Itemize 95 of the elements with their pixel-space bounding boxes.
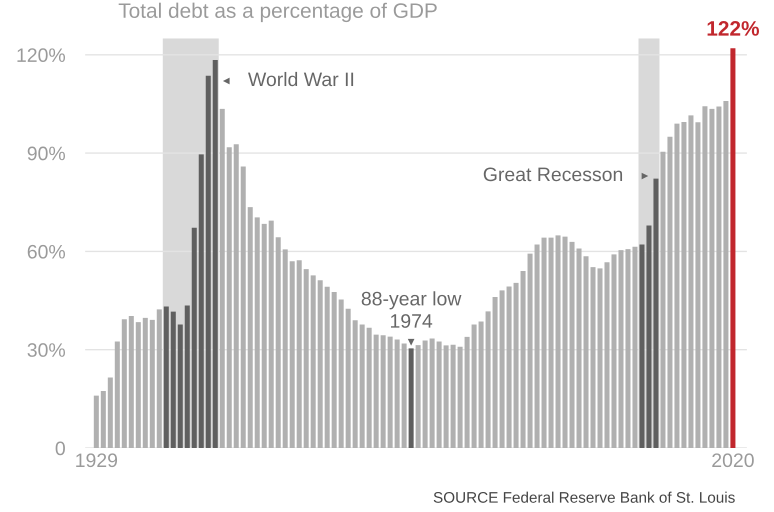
bar xyxy=(464,336,470,448)
y-tick-label: 0 xyxy=(56,441,65,456)
bar xyxy=(408,348,414,448)
bar xyxy=(346,308,351,448)
bar xyxy=(128,316,134,448)
bar xyxy=(394,340,400,448)
bar xyxy=(156,309,162,448)
bar xyxy=(416,345,421,448)
bar xyxy=(142,318,148,448)
bar xyxy=(338,300,344,448)
bar xyxy=(492,296,498,448)
bar xyxy=(520,271,526,448)
bar xyxy=(122,319,127,448)
bar xyxy=(388,336,393,448)
bar xyxy=(534,244,540,448)
x-tick-label: 1929 xyxy=(76,453,118,468)
bar xyxy=(282,249,288,448)
bar xyxy=(114,342,120,448)
bar xyxy=(688,115,694,448)
bar xyxy=(150,320,155,448)
chart-title: Total debt as a percentage of GDP xyxy=(118,2,437,22)
annotation: Great Recesson xyxy=(484,167,622,182)
bar xyxy=(548,238,554,448)
bar xyxy=(436,342,442,448)
bar xyxy=(570,242,575,448)
bar xyxy=(136,322,141,448)
bar xyxy=(360,324,365,448)
annotation: World War II xyxy=(248,72,354,86)
bar xyxy=(611,254,617,448)
source-note: SOURCE Federal Reserve Bank of St. Louis xyxy=(434,492,735,503)
bar xyxy=(402,343,407,448)
bar xyxy=(597,268,603,448)
bar xyxy=(262,224,267,448)
bar xyxy=(324,286,330,448)
annotation: 88-year low 1974 xyxy=(362,291,462,328)
bar xyxy=(472,324,477,448)
bar xyxy=(639,244,644,448)
bar xyxy=(576,248,582,448)
bar xyxy=(310,275,316,448)
bar xyxy=(604,262,610,448)
bar xyxy=(723,100,728,448)
bar xyxy=(366,328,372,448)
bar xyxy=(374,334,379,448)
bar xyxy=(625,249,631,448)
bar xyxy=(667,136,672,448)
bar xyxy=(528,254,533,448)
bar xyxy=(318,280,323,448)
bar xyxy=(430,338,435,448)
bar xyxy=(380,335,386,448)
bar xyxy=(674,124,680,448)
bar xyxy=(422,340,428,448)
bar xyxy=(646,226,652,448)
bar xyxy=(458,346,463,448)
y-tick-label: 120% xyxy=(17,48,66,62)
y-tick-label: 30% xyxy=(28,343,66,357)
bar xyxy=(268,220,274,448)
y-tick-label: 60% xyxy=(28,244,66,259)
bar xyxy=(184,305,190,448)
y-tick-label: 90% xyxy=(28,146,66,160)
bar xyxy=(450,344,456,448)
bar xyxy=(332,292,337,448)
bar xyxy=(108,378,113,448)
bar xyxy=(170,312,176,448)
bar xyxy=(164,306,169,448)
bar xyxy=(709,108,714,448)
bar xyxy=(514,282,519,448)
bar xyxy=(478,322,484,448)
bar xyxy=(500,290,505,448)
bar xyxy=(590,267,596,448)
bar xyxy=(695,122,700,448)
bar xyxy=(632,246,638,448)
bar xyxy=(653,178,658,448)
bar xyxy=(562,236,568,448)
bar xyxy=(444,345,449,448)
bar xyxy=(556,235,561,448)
bar xyxy=(681,122,686,448)
bar xyxy=(730,48,736,448)
bar xyxy=(542,238,547,448)
bar xyxy=(94,396,99,448)
bar xyxy=(296,260,302,448)
data-label: 122% xyxy=(708,21,760,36)
bar xyxy=(352,320,358,448)
bar xyxy=(506,286,512,448)
bar xyxy=(716,106,722,448)
bar xyxy=(290,261,295,448)
bar xyxy=(100,390,106,448)
bar xyxy=(660,152,666,448)
bar xyxy=(304,269,309,448)
x-tick-label: 2020 xyxy=(712,453,754,468)
bar xyxy=(702,106,708,448)
bar xyxy=(178,324,183,448)
bar xyxy=(276,237,281,448)
bar xyxy=(486,311,491,448)
bar xyxy=(618,250,624,448)
bar xyxy=(583,256,589,448)
